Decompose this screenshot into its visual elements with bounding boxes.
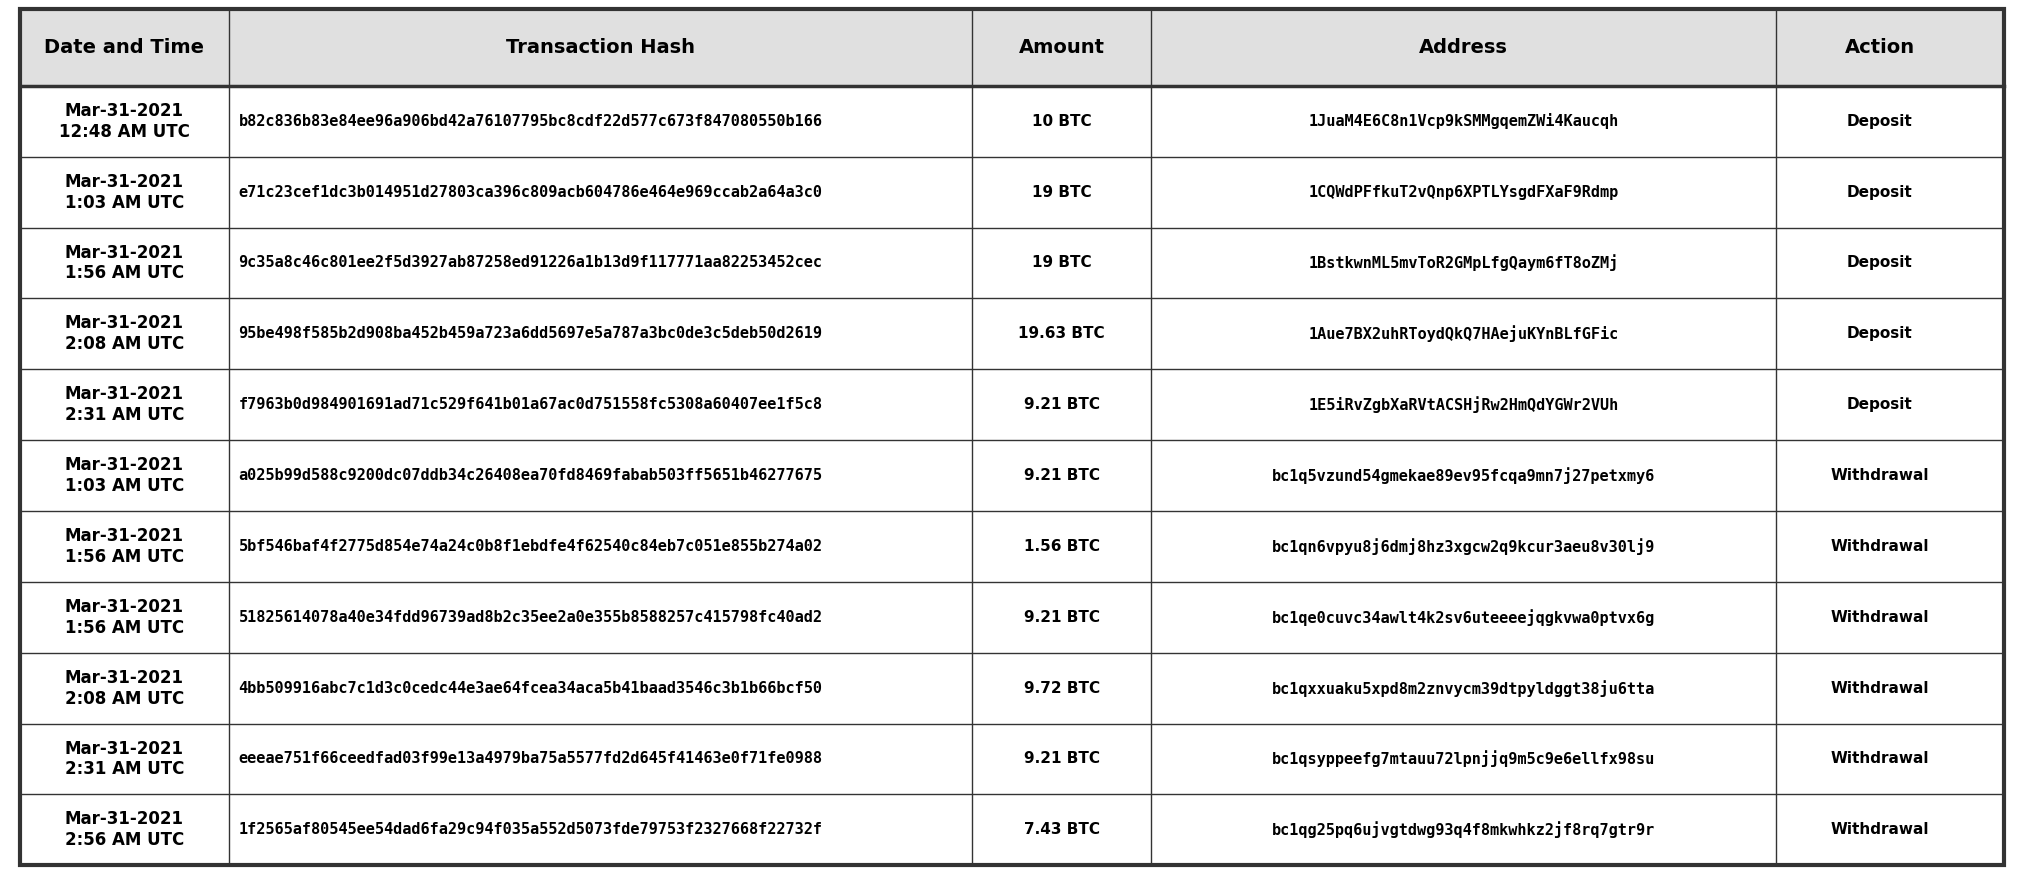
Text: Mar-31-2021
2:31 AM UTC: Mar-31-2021 2:31 AM UTC xyxy=(65,385,184,424)
Text: b82c836b83e84ee96a906bd42a76107795bc8cdf22d577c673f847080550b166: b82c836b83e84ee96a906bd42a76107795bc8cdf… xyxy=(239,114,821,128)
Text: bc1qsyppeefg7mtauu72lpnjjq9m5c9e6ellfx98su: bc1qsyppeefg7mtauu72lpnjjq9m5c9e6ellfx98… xyxy=(1270,751,1655,767)
Text: Mar-31-2021
1:56 AM UTC: Mar-31-2021 1:56 AM UTC xyxy=(65,598,184,636)
Text: Withdrawal: Withdrawal xyxy=(1829,822,1928,837)
Text: Transaction Hash: Transaction Hash xyxy=(506,38,694,57)
Text: Mar-31-2021
1:03 AM UTC: Mar-31-2021 1:03 AM UTC xyxy=(65,456,184,495)
Text: Withdrawal: Withdrawal xyxy=(1829,610,1928,625)
Text: a025b99d588c9200dc07ddb34c26408ea70fd8469fabab503ff5651b46277675: a025b99d588c9200dc07ddb34c26408ea70fd846… xyxy=(239,468,821,483)
Text: Date and Time: Date and Time xyxy=(45,38,204,57)
Text: 9.21 BTC: 9.21 BTC xyxy=(1024,610,1098,625)
Text: 9.21 BTC: 9.21 BTC xyxy=(1024,468,1098,483)
Text: bc1qxxuaku5xpd8m2znvycm39dtpyldggt38ju6tta: bc1qxxuaku5xpd8m2znvycm39dtpyldggt38ju6t… xyxy=(1270,680,1655,697)
Text: bc1qn6vpyu8j6dmj8hz3xgcw2q9kcur3aeu8v30lj9: bc1qn6vpyu8j6dmj8hz3xgcw2q9kcur3aeu8v30l… xyxy=(1270,538,1655,555)
Text: 1f2565af80545ee54dad6fa29c94f035a552d5073fde79753f2327668f22732f: 1f2565af80545ee54dad6fa29c94f035a552d507… xyxy=(239,822,821,837)
Text: Mar-31-2021
1:56 AM UTC: Mar-31-2021 1:56 AM UTC xyxy=(65,244,184,282)
Text: Mar-31-2021
2:08 AM UTC: Mar-31-2021 2:08 AM UTC xyxy=(65,669,184,708)
Text: Action: Action xyxy=(1843,38,1914,57)
Text: 19 BTC: 19 BTC xyxy=(1032,184,1090,199)
Text: Mar-31-2021
2:08 AM UTC: Mar-31-2021 2:08 AM UTC xyxy=(65,315,184,353)
Bar xyxy=(20,582,2003,653)
Text: 10 BTC: 10 BTC xyxy=(1032,114,1090,128)
Text: 19 BTC: 19 BTC xyxy=(1032,255,1090,270)
Text: eeeae751f66ceedfad03f99e13a4979ba75a5577fd2d645f41463e0f71fe0988: eeeae751f66ceedfad03f99e13a4979ba75a5577… xyxy=(239,752,821,766)
Bar xyxy=(20,794,2003,865)
Text: 1BstkwnML5mvToR2GMpLfgQaym6fT8oZMj: 1BstkwnML5mvToR2GMpLfgQaym6fT8oZMj xyxy=(1307,254,1618,272)
Text: 9.72 BTC: 9.72 BTC xyxy=(1024,681,1098,696)
Text: 9c35a8c46c801ee2f5d3927ab87258ed91226a1b13d9f117771aa82253452cec: 9c35a8c46c801ee2f5d3927ab87258ed91226a1b… xyxy=(239,255,821,270)
Text: 9.21 BTC: 9.21 BTC xyxy=(1024,752,1098,766)
Bar xyxy=(20,86,2003,156)
Text: Mar-31-2021
2:31 AM UTC: Mar-31-2021 2:31 AM UTC xyxy=(65,739,184,779)
Text: 19.63 BTC: 19.63 BTC xyxy=(1018,326,1105,342)
Bar xyxy=(20,653,2003,724)
Bar xyxy=(20,227,2003,298)
Text: Deposit: Deposit xyxy=(1847,184,1912,199)
Text: 1E5iRvZgbXaRVtACSHjRw2HmQdYGWr2VUh: 1E5iRvZgbXaRVtACSHjRw2HmQdYGWr2VUh xyxy=(1307,396,1618,413)
Text: Mar-31-2021
2:56 AM UTC: Mar-31-2021 2:56 AM UTC xyxy=(65,810,184,850)
Text: Withdrawal: Withdrawal xyxy=(1829,539,1928,554)
Text: 95be498f585b2d908ba452b459a723a6dd5697e5a787a3bc0de3c5deb50d2619: 95be498f585b2d908ba452b459a723a6dd5697e5… xyxy=(239,326,821,342)
Text: Deposit: Deposit xyxy=(1847,326,1912,342)
Text: Deposit: Deposit xyxy=(1847,397,1912,413)
Text: Withdrawal: Withdrawal xyxy=(1829,681,1928,696)
Text: bc1qe0cuvc34awlt4k2sv6uteeeejqgkvwa0ptvx6g: bc1qe0cuvc34awlt4k2sv6uteeeejqgkvwa0ptvx… xyxy=(1270,609,1655,626)
Text: bc1qg25pq6ujvgtdwg93q4f8mkwhkz2jf8rq7gtr9r: bc1qg25pq6ujvgtdwg93q4f8mkwhkz2jf8rq7gtr… xyxy=(1270,822,1655,838)
Text: 1JuaM4E6C8n1Vcp9kSMMgqemZWi4Kaucqh: 1JuaM4E6C8n1Vcp9kSMMgqemZWi4Kaucqh xyxy=(1307,114,1618,129)
Bar xyxy=(20,511,2003,582)
Text: Withdrawal: Withdrawal xyxy=(1829,468,1928,483)
Text: Address: Address xyxy=(1418,38,1507,57)
Bar xyxy=(20,724,2003,794)
Text: Deposit: Deposit xyxy=(1847,255,1912,270)
Text: Mar-31-2021
1:03 AM UTC: Mar-31-2021 1:03 AM UTC xyxy=(65,173,184,212)
Text: 7.43 BTC: 7.43 BTC xyxy=(1024,822,1098,837)
Bar xyxy=(20,440,2003,511)
Text: bc1q5vzund54gmekae89ev95fcqa9mn7j27petxmy6: bc1q5vzund54gmekae89ev95fcqa9mn7j27petxm… xyxy=(1270,467,1655,484)
Bar xyxy=(20,9,2003,86)
Text: Mar-31-2021
1:56 AM UTC: Mar-31-2021 1:56 AM UTC xyxy=(65,527,184,565)
Text: 5bf546baf4f2775d854e74a24c0b8f1ebdfe4f62540c84eb7c051e855b274a02: 5bf546baf4f2775d854e74a24c0b8f1ebdfe4f62… xyxy=(239,539,821,554)
Text: f7963b0d984901691ad71c529f641b01a67ac0d751558fc5308a60407ee1f5c8: f7963b0d984901691ad71c529f641b01a67ac0d7… xyxy=(239,397,821,413)
Text: Mar-31-2021
12:48 AM UTC: Mar-31-2021 12:48 AM UTC xyxy=(59,102,190,141)
Text: 9.21 BTC: 9.21 BTC xyxy=(1024,397,1098,413)
Text: 1Aue7BX2uhRToydQkQ7HAejuKYnBLfGFic: 1Aue7BX2uhRToydQkQ7HAejuKYnBLfGFic xyxy=(1307,325,1618,343)
Text: 4bb509916abc7c1d3c0cedc44e3ae64fcea34aca5b41baad3546c3b1b66bcf50: 4bb509916abc7c1d3c0cedc44e3ae64fcea34aca… xyxy=(239,681,821,696)
Text: e71c23cef1dc3b014951d27803ca396c809acb604786e464e969ccab2a64a3c0: e71c23cef1dc3b014951d27803ca396c809acb60… xyxy=(239,184,821,199)
Text: Amount: Amount xyxy=(1018,38,1105,57)
Bar xyxy=(20,156,2003,227)
Bar xyxy=(20,298,2003,369)
Text: 1.56 BTC: 1.56 BTC xyxy=(1024,539,1098,554)
Text: Deposit: Deposit xyxy=(1847,114,1912,128)
Text: 51825614078a40e34fdd96739ad8b2c35ee2a0e355b8588257c415798fc40ad2: 51825614078a40e34fdd96739ad8b2c35ee2a0e3… xyxy=(239,610,821,625)
Text: 1CQWdPFfkuT2vQnp6XPTLYsgdFXaF9Rdmp: 1CQWdPFfkuT2vQnp6XPTLYsgdFXaF9Rdmp xyxy=(1307,184,1618,199)
Text: Withdrawal: Withdrawal xyxy=(1829,752,1928,766)
Bar xyxy=(20,369,2003,440)
